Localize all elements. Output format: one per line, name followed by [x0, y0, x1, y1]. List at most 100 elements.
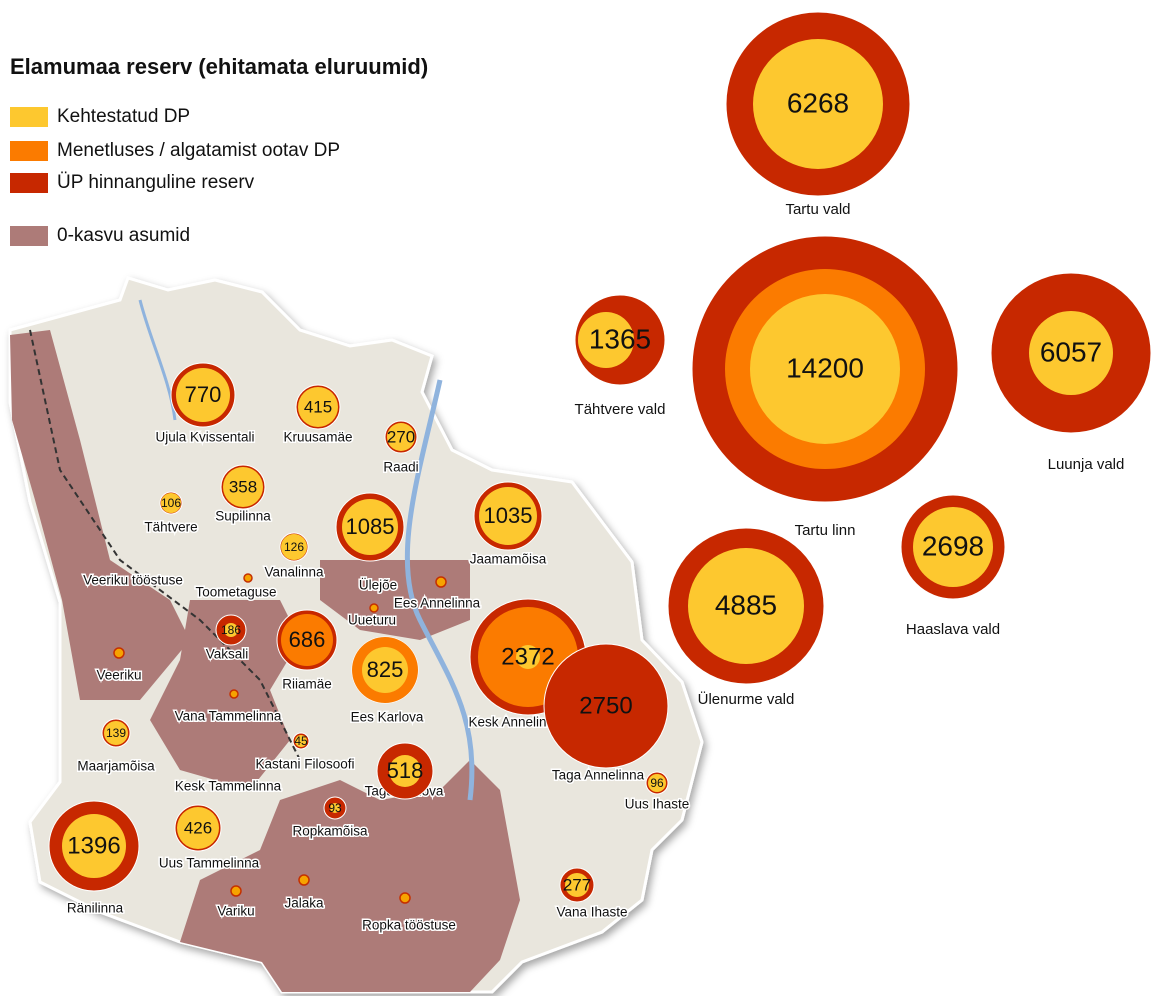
place-label: Toometaguse	[195, 585, 276, 600]
region-bubble-value: 4885	[715, 589, 777, 620]
bubble-yellow	[104, 721, 128, 745]
bubble-value: 186	[221, 623, 241, 637]
bubble-yellow	[479, 487, 537, 545]
place-label: Uus Tammelinna	[159, 856, 260, 871]
bubble	[543, 643, 669, 769]
region-label: Tähtvere vald	[575, 401, 666, 418]
region-label: Ülenurme vald	[698, 690, 795, 708]
bubble-yellow	[161, 493, 181, 513]
bubble-yellow	[298, 387, 338, 427]
bubble-value: 825	[367, 657, 404, 682]
region-bubble-value: 1365	[589, 323, 651, 354]
bubble-value: 96	[650, 776, 664, 790]
place-label: Kesk Tammelinna	[175, 779, 282, 794]
bubble-yellow	[62, 814, 126, 878]
place-label: Ülejõe	[359, 578, 397, 593]
legend-label: ÜP hinnanguline reserv	[57, 172, 255, 193]
place-label: Riiamäe	[282, 677, 332, 692]
legend-label: 0-kasvu asumid	[57, 225, 190, 246]
bubble-value: 2750	[579, 692, 632, 719]
place-label: Veeriku	[96, 668, 141, 683]
bubble-value: 415	[304, 397, 332, 416]
bubble-value: 93	[328, 801, 342, 815]
place-label: Kastani Filosoofi	[255, 757, 354, 772]
place-label: Veeriku tööstuse	[83, 573, 183, 588]
bubble-value: 358	[229, 477, 257, 496]
bubble-value: 45	[294, 734, 308, 748]
bubble-yellow	[516, 645, 540, 669]
bubble-yellow	[387, 423, 415, 451]
place-label: Uueturu	[348, 613, 396, 628]
bubble-value: 518	[387, 758, 424, 783]
place-label: Raadi	[383, 460, 418, 475]
bubble-orange	[281, 614, 333, 666]
place-label: Ees Annelinna	[394, 596, 481, 611]
place-label: Kruusamäe	[283, 430, 352, 445]
region-label: Haaslava vald	[906, 621, 1000, 638]
place-label: Ränilinna	[67, 901, 124, 916]
bubble-yellow	[176, 368, 230, 422]
bubble-yellow	[565, 873, 589, 897]
bubble-yellow	[281, 534, 307, 560]
bubble-value: 270	[387, 427, 415, 446]
map-bubbles: 770 415 270 106 358 1085 1035 126 186 686 825 2372 2…	[48, 362, 669, 903]
place-label: Ujula Kvissentali	[155, 430, 254, 445]
place-label: Ees Karlova	[351, 710, 424, 725]
region-bubble-yellow	[1029, 311, 1113, 395]
legend-label: Menetluses / algatamist ootav DP	[57, 140, 340, 161]
legend-swatch	[10, 226, 48, 246]
place-label: Taga Annelinna	[552, 768, 645, 783]
region-label: Luunja vald	[1048, 456, 1125, 473]
region-bubble-yellow	[753, 39, 883, 169]
bubble-value: 2372	[501, 643, 554, 670]
region-bubble-value: 6268	[787, 87, 849, 118]
region-bubble-yellow	[688, 548, 804, 664]
region-bubble-yellow	[913, 507, 993, 587]
regions: 6268 Tartu vald 1365 Tähtvere vald 14200 Tart…	[574, 11, 1152, 708]
place-label: Tähtvere	[144, 520, 197, 535]
region-bubble-value: 6057	[1040, 336, 1102, 367]
bubble-value: 106	[161, 496, 181, 510]
bubble-yellow	[342, 499, 398, 555]
bubble-value: 126	[284, 540, 304, 554]
map-labels: Ujula Kvissentali Kruusamäe Raadi Tähtvere S…	[65, 428, 690, 934]
legend-swatch	[10, 107, 48, 127]
place-label: Ropkamõisa	[292, 824, 368, 839]
place-label: Jaamamõisa	[470, 552, 547, 567]
bubble-yellow	[362, 647, 408, 693]
bubble-value: 139	[106, 726, 126, 740]
bubble-value: 686	[289, 627, 326, 652]
region-bubble-value: 14200	[786, 352, 864, 383]
bubble-yellow	[223, 467, 263, 507]
place-label: Kesk Annelinna	[468, 715, 562, 730]
place-label: Vanalinna	[264, 565, 324, 580]
bubble-yellow	[295, 735, 307, 747]
bubble-value: 1396	[67, 832, 120, 859]
region-bubble-yellow	[750, 294, 900, 444]
region-bubble-value: 2698	[922, 530, 984, 561]
title: Elamumaa reserv (ehitamata eluruumid)	[10, 54, 428, 79]
bubble-value: 277	[563, 875, 591, 894]
region-label: Tartu vald	[785, 201, 850, 218]
region-bubble-yellow	[578, 312, 634, 368]
region-label: Tartu linn	[795, 522, 856, 539]
place-label: Variku	[217, 904, 254, 919]
bubble-value: 1035	[484, 503, 533, 528]
bubble-value: 1085	[346, 514, 395, 539]
bubble-value: 426	[184, 818, 212, 837]
place-label: Supilinna	[215, 509, 271, 524]
legend-swatch	[10, 141, 48, 161]
legend-label: Kehtestatud DP	[57, 106, 190, 127]
bubble-yellow	[389, 755, 421, 787]
legend-swatch	[10, 173, 48, 193]
bubble-yellow	[177, 807, 219, 849]
place-label: Uus Ihaste	[625, 797, 690, 812]
place-label: Vana Tammelinna	[175, 709, 282, 724]
place-label: Maarjamõisa	[77, 759, 155, 774]
bubble-yellow	[224, 623, 238, 637]
bubble-yellow	[648, 774, 666, 792]
place-label: Ropka tööstuse	[362, 918, 456, 933]
bubble-yellow	[330, 803, 340, 813]
place-label: Vaksali	[206, 647, 249, 662]
